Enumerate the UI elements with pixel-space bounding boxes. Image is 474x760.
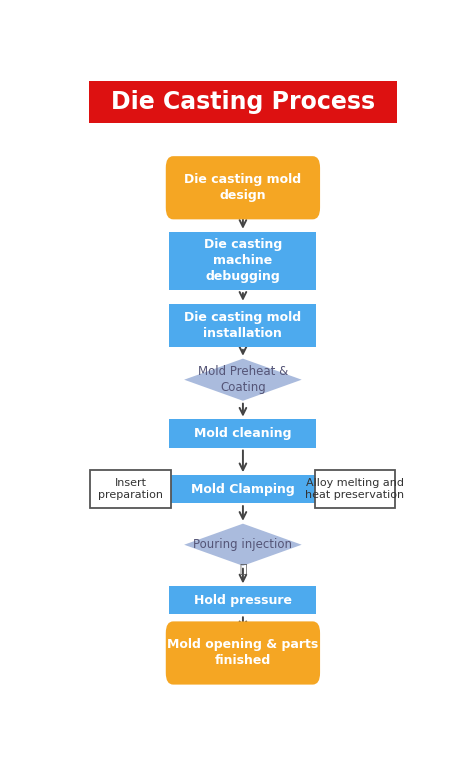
Bar	[89, 81, 397, 123]
Polygon shape	[184, 524, 301, 565]
Text: Die casting mold
design: Die casting mold design	[184, 173, 301, 202]
FancyBboxPatch shape	[166, 156, 320, 220]
Bar	[169, 304, 316, 347]
FancyBboxPatch shape	[166, 622, 320, 685]
Text: Mold Clamping: Mold Clamping	[191, 483, 295, 496]
Text: Mold cleaning: Mold cleaning	[194, 427, 292, 440]
Bar	[169, 586, 316, 614]
Text: Pouring injection: Pouring injection	[193, 538, 292, 551]
Text: Die Casting Process: Die Casting Process	[111, 90, 375, 114]
Polygon shape	[184, 359, 301, 401]
Bar	[91, 470, 171, 508]
Text: 是: 是	[239, 563, 246, 576]
Bar	[169, 475, 316, 503]
Text: Mold opening & parts
finished: Mold opening & parts finished	[167, 638, 319, 667]
Bar	[169, 420, 316, 448]
Text: Alloy melting and
heat preservation: Alloy melting and heat preservation	[305, 478, 404, 500]
Bar	[169, 232, 316, 290]
Text: Die casting mold
installation: Die casting mold installation	[184, 311, 301, 340]
Bar	[315, 470, 395, 508]
Text: Mold Preheat &
Coating: Mold Preheat & Coating	[198, 366, 288, 394]
Text: Die casting
machine
debugging: Die casting machine debugging	[204, 239, 282, 283]
Text: Hold pressure: Hold pressure	[194, 594, 292, 606]
Text: Insert
preparation: Insert preparation	[99, 478, 164, 500]
